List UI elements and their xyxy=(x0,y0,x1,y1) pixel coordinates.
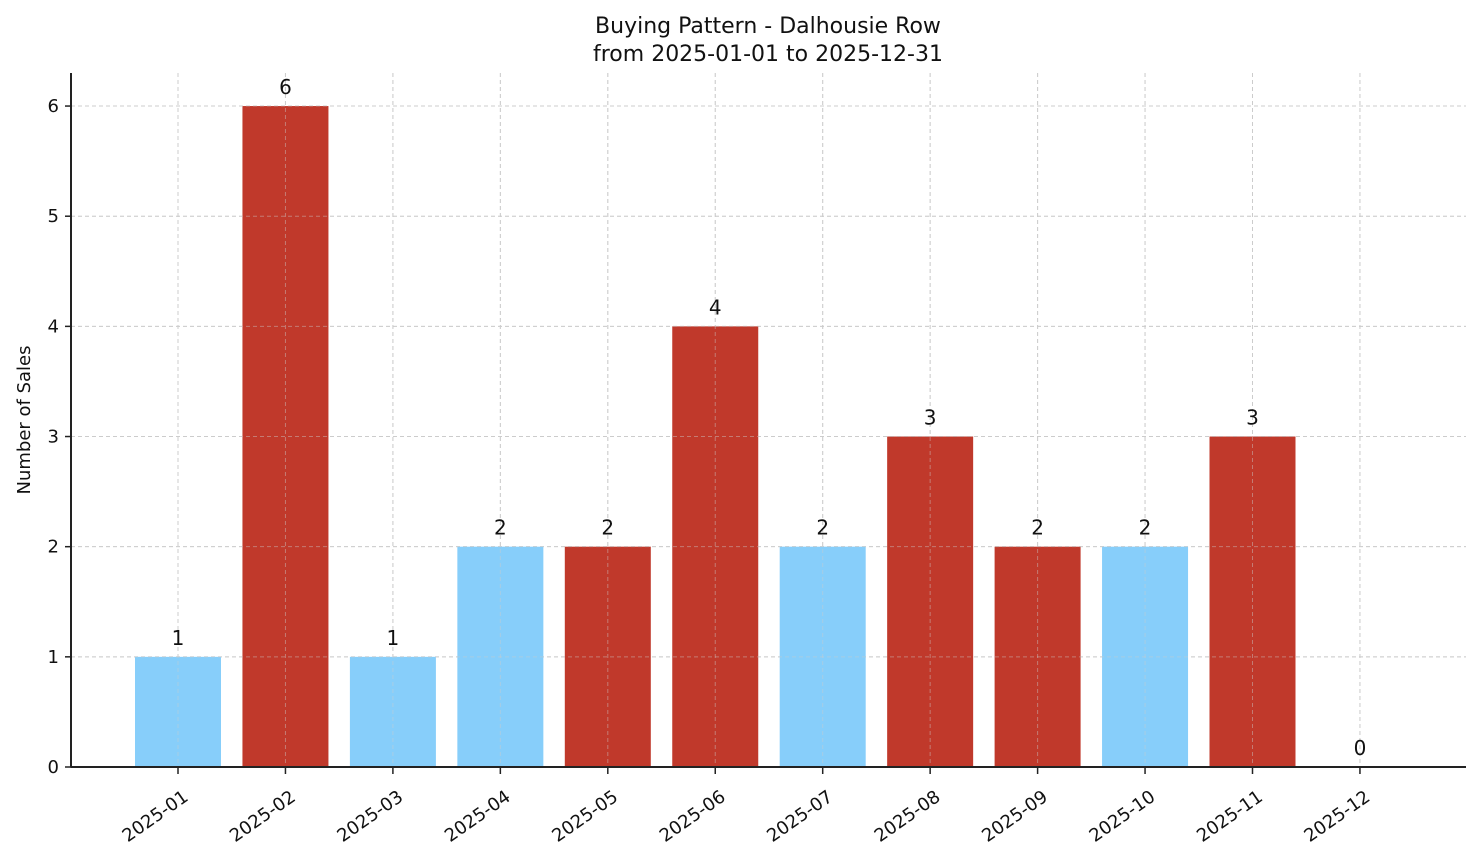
x-tick-label: 2025-12 xyxy=(1300,786,1374,846)
y-tick-label: 6 xyxy=(48,96,59,117)
x-tick-label: 2025-08 xyxy=(871,786,945,846)
bar-value-label: 0 xyxy=(1354,736,1367,760)
bar-2025-05 xyxy=(564,546,651,767)
bar-2025-09 xyxy=(994,546,1081,767)
bar-2025-02 xyxy=(242,106,329,768)
y-axis-label: Number of Sales xyxy=(14,345,35,494)
chart-title: Buying Pattern - Dalhousie Row xyxy=(595,14,941,39)
x-tick-label: 2025-02 xyxy=(226,786,300,846)
bar-2025-08 xyxy=(887,436,974,767)
bar-2025-03 xyxy=(349,656,436,767)
x-tick-label: 2025-11 xyxy=(1193,786,1267,846)
x-tick-label: 2025-03 xyxy=(333,786,407,846)
x-tick-label: 2025-05 xyxy=(548,786,622,846)
bar-2025-10 xyxy=(1102,546,1189,767)
bar-value-label: 2 xyxy=(816,516,829,540)
chart-subtitle: from 2025-01-01 to 2025-12-31 xyxy=(593,42,943,67)
y-tick-label: 2 xyxy=(48,537,59,558)
x-tick-label: 2025-06 xyxy=(656,786,730,846)
x-tick-label: 2025-10 xyxy=(1086,786,1160,846)
bar-value-label: 2 xyxy=(601,516,614,540)
bar-value-label: 1 xyxy=(172,626,185,650)
bar-value-label: 1 xyxy=(387,626,400,650)
x-tick-label: 2025-04 xyxy=(441,786,515,846)
bar-2025-07 xyxy=(779,546,866,767)
y-tick-label: 5 xyxy=(48,206,59,227)
bar-value-label: 2 xyxy=(1139,516,1152,540)
x-tick-label: 2025-01 xyxy=(119,786,193,846)
y-tick-label: 4 xyxy=(48,316,59,337)
bar-2025-06 xyxy=(672,326,759,767)
x-tick-label: 2025-07 xyxy=(763,786,837,846)
y-tick-label: 0 xyxy=(48,757,59,778)
bars xyxy=(135,106,1296,768)
y-tick-label: 3 xyxy=(48,427,59,448)
bar-value-label: 3 xyxy=(924,406,937,430)
data-labels: 1 6 1 2 2 4 2 3 2 2 3 0 xyxy=(172,75,1367,760)
bar-value-label: 6 xyxy=(279,75,292,99)
bar-value-label: 2 xyxy=(1031,516,1044,540)
y-tick-label: 1 xyxy=(48,647,59,668)
bar-2025-11 xyxy=(1209,436,1296,767)
bar-2025-04 xyxy=(457,546,544,767)
bar-value-label: 4 xyxy=(709,295,722,319)
bar-value-label: 3 xyxy=(1246,406,1259,430)
bar-value-label: 2 xyxy=(494,516,507,540)
bar-2025-01 xyxy=(135,656,221,767)
x-tick-label: 2025-09 xyxy=(978,786,1052,846)
